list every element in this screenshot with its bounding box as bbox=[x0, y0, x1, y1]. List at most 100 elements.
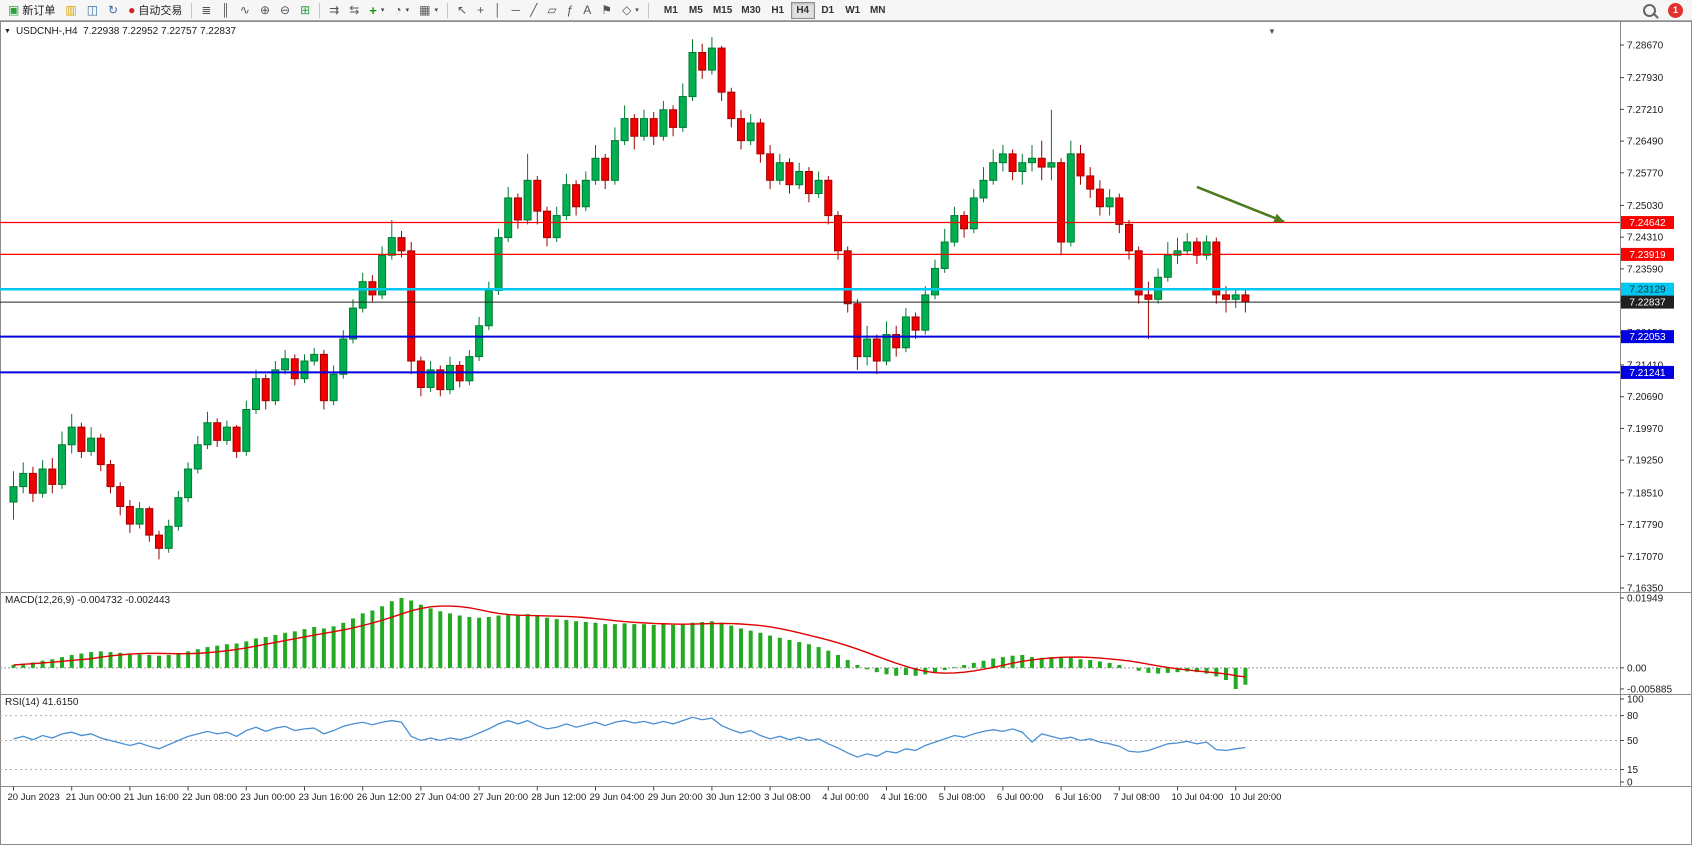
timeframe-M1[interactable]: M1 bbox=[659, 2, 683, 19]
new-chart-button[interactable]: ▥ bbox=[60, 1, 81, 20]
shapes-icon: ◇ bbox=[622, 3, 632, 17]
timeframe-W1[interactable]: W1 bbox=[841, 2, 865, 19]
chart-shift-button[interactable]: ⇆ bbox=[344, 1, 364, 20]
line-chart-button[interactable]: ∿ bbox=[235, 1, 255, 20]
hline-7.22837[interactable]: 7.22837 bbox=[0, 295, 1674, 309]
symbol-caret-icon: ▼ bbox=[4, 28, 11, 35]
hline-7.23129[interactable]: 7.23129 bbox=[0, 282, 1674, 296]
hline-7.22053[interactable]: 7.22053 bbox=[0, 330, 1674, 344]
profiles-icon: ◫ bbox=[86, 3, 99, 17]
svg-text:80: 80 bbox=[1627, 711, 1639, 722]
tile-windows-button[interactable]: ⊞ bbox=[295, 1, 315, 20]
flag-label-icon: ⚑ bbox=[601, 3, 613, 17]
svg-text:29 Jun 04:00: 29 Jun 04:00 bbox=[590, 792, 645, 803]
macd-signal-line bbox=[13, 605, 1246, 678]
svg-text:7.17790: 7.17790 bbox=[1627, 520, 1664, 531]
shapes-button[interactable]: ◇ ▾ bbox=[617, 1, 644, 20]
cursor-button[interactable]: ↖ bbox=[452, 1, 472, 20]
refresh-button[interactable]: ↻ bbox=[103, 1, 123, 20]
svg-text:7.27930: 7.27930 bbox=[1627, 73, 1664, 84]
svg-text:4 Jul 16:00: 4 Jul 16:00 bbox=[881, 792, 927, 803]
svg-text:6 Jul 16:00: 6 Jul 16:00 bbox=[1055, 792, 1101, 803]
toolbar-separator bbox=[447, 2, 449, 18]
candlestick-chart-button[interactable]: ║ bbox=[216, 1, 235, 20]
svg-text:7.19250: 7.19250 bbox=[1627, 456, 1664, 467]
hline-7.21241[interactable]: 7.21241 bbox=[0, 365, 1674, 379]
timeframe-H1[interactable]: H1 bbox=[766, 2, 790, 19]
svg-text:7.18510: 7.18510 bbox=[1627, 488, 1664, 499]
price-axis[interactable]: 7.28670 7.27930 7.27210 7.26490 7.25770 7.250… bbox=[1620, 41, 1672, 789]
zoom-out-icon: ⊖ bbox=[280, 3, 291, 17]
svg-text:7.22837: 7.22837 bbox=[1629, 298, 1666, 309]
timeframe-D1[interactable]: D1 bbox=[816, 2, 840, 19]
svg-text:27 Jun 04:00: 27 Jun 04:00 bbox=[415, 792, 470, 803]
svg-text:7 Jul 08:00: 7 Jul 08:00 bbox=[1113, 792, 1159, 803]
symbol-ohlc-text: USDCNH-,H4 7.22938 7.22952 7.22757 7.228… bbox=[15, 26, 237, 37]
bar-chart-button[interactable]: ≣ bbox=[196, 1, 216, 20]
text-label-button[interactable]: ⚑ bbox=[596, 1, 617, 20]
text-button[interactable]: A bbox=[578, 1, 596, 20]
toolbar: ▣ 新订单 ▥ ◫ ↻ ● 自动交易 ≣ ║ ∿ ⊕ ⊖ ⊞ ⇉ ⇆ + ▾ ◔ ▾… bbox=[0, 0, 1692, 21]
chart-symbol-header[interactable]: ▼ USDCNH-,H4 7.22938 7.22952 7.22757 7.2… bbox=[4, 26, 236, 37]
hline-7.24642[interactable]: 7.24642 bbox=[0, 216, 1674, 230]
chevron-down-icon: ▾ bbox=[635, 7, 639, 14]
zoom-in-button[interactable]: ⊕ bbox=[255, 1, 275, 20]
svg-text:100: 100 bbox=[1627, 695, 1644, 706]
new-order-button[interactable]: ▣ 新订单 bbox=[3, 1, 60, 20]
profiles-button[interactable]: ◫ bbox=[82, 1, 103, 20]
svg-text:28 Jun 12:00: 28 Jun 12:00 bbox=[531, 792, 586, 803]
time-axis[interactable]: 20 Jun 2023 21 Jun 00:00 21 Jun 16:00 22 Ju… bbox=[8, 786, 1282, 804]
chart-scroll-marker-icon[interactable]: ▼ bbox=[1268, 27, 1276, 36]
timeframe-M30[interactable]: M30 bbox=[737, 2, 764, 19]
vertical-line-button[interactable]: │ bbox=[489, 1, 507, 20]
auto-scroll-button[interactable]: ⇉ bbox=[324, 1, 344, 20]
indicators-button[interactable]: + ▾ bbox=[364, 1, 389, 20]
trend-arrow-annotation[interactable] bbox=[1196, 185, 1285, 223]
timeframe-MN[interactable]: MN bbox=[866, 2, 890, 19]
templates-button[interactable]: ▦ ▾ bbox=[414, 1, 443, 20]
chart-shift-icon: ⇆ bbox=[349, 3, 360, 17]
svg-text:7.23129: 7.23129 bbox=[1629, 285, 1666, 296]
rsi-line bbox=[13, 716, 1246, 758]
svg-text:-0.005885: -0.005885 bbox=[1627, 684, 1672, 695]
svg-text:7.21241: 7.21241 bbox=[1629, 368, 1666, 379]
autotrading-button[interactable]: ● 自动交易 bbox=[123, 1, 187, 20]
svg-text:7.24642: 7.24642 bbox=[1629, 218, 1666, 229]
autotrading-label: 自动交易 bbox=[138, 5, 183, 17]
timeframe-H4[interactable]: H4 bbox=[790, 1, 815, 19]
channel-button[interactable]: ▱ bbox=[542, 1, 561, 20]
chart-canvas[interactable]: 7.28670 7.27930 7.27210 7.26490 7.25770 7.250… bbox=[0, 21, 1692, 845]
fibonacci-icon: ƒ bbox=[566, 3, 574, 17]
macd-indicator-title: MACD(12,26,9) -0.004732 -0.002443 bbox=[5, 595, 171, 606]
fibonacci-button[interactable]: ƒ bbox=[562, 1, 579, 20]
candlestick-chart-icon: ║ bbox=[221, 3, 230, 17]
timeframe-M5[interactable]: M5 bbox=[684, 2, 708, 19]
toolbar-separator bbox=[319, 2, 321, 18]
bar-chart-icon: ≣ bbox=[201, 3, 212, 17]
pane-separators bbox=[0, 21, 1692, 845]
svg-text:7.24310: 7.24310 bbox=[1627, 233, 1664, 244]
crosshair-button[interactable]: + bbox=[472, 1, 489, 20]
chart-window[interactable]: 7.28670 7.27930 7.27210 7.26490 7.25770 7.250… bbox=[0, 21, 1692, 845]
svg-text:7.22053: 7.22053 bbox=[1629, 332, 1666, 343]
trendline-button[interactable]: ╱ bbox=[525, 1, 542, 20]
search-icon[interactable] bbox=[1643, 3, 1656, 17]
notification-badge[interactable]: 1 bbox=[1668, 2, 1683, 18]
svg-text:6 Jul 00:00: 6 Jul 00:00 bbox=[997, 792, 1043, 803]
svg-text:10 Jul 04:00: 10 Jul 04:00 bbox=[1172, 792, 1224, 803]
periods-button[interactable]: ◔ ▾ bbox=[389, 1, 414, 20]
auto-scroll-icon: ⇉ bbox=[329, 3, 340, 17]
svg-text:27 Jun 20:00: 27 Jun 20:00 bbox=[473, 792, 528, 803]
timeframe-M15[interactable]: M15 bbox=[709, 2, 736, 19]
svg-text:20 Jun 2023: 20 Jun 2023 bbox=[8, 792, 60, 803]
svg-text:7.25770: 7.25770 bbox=[1627, 168, 1664, 179]
channel-icon: ▱ bbox=[547, 3, 557, 17]
svg-text:0.01949: 0.01949 bbox=[1627, 594, 1664, 605]
zoom-out-button[interactable]: ⊖ bbox=[275, 1, 295, 20]
new-chart-icon: ▥ bbox=[65, 3, 77, 17]
hline-7.23919[interactable]: 7.23919 bbox=[0, 247, 1674, 261]
svg-text:10 Jul 20:00: 10 Jul 20:00 bbox=[1230, 792, 1282, 803]
horizontal-line-button[interactable]: ─ bbox=[507, 1, 526, 20]
svg-text:7.26490: 7.26490 bbox=[1627, 137, 1664, 148]
svg-text:3 Jul 08:00: 3 Jul 08:00 bbox=[764, 792, 810, 803]
